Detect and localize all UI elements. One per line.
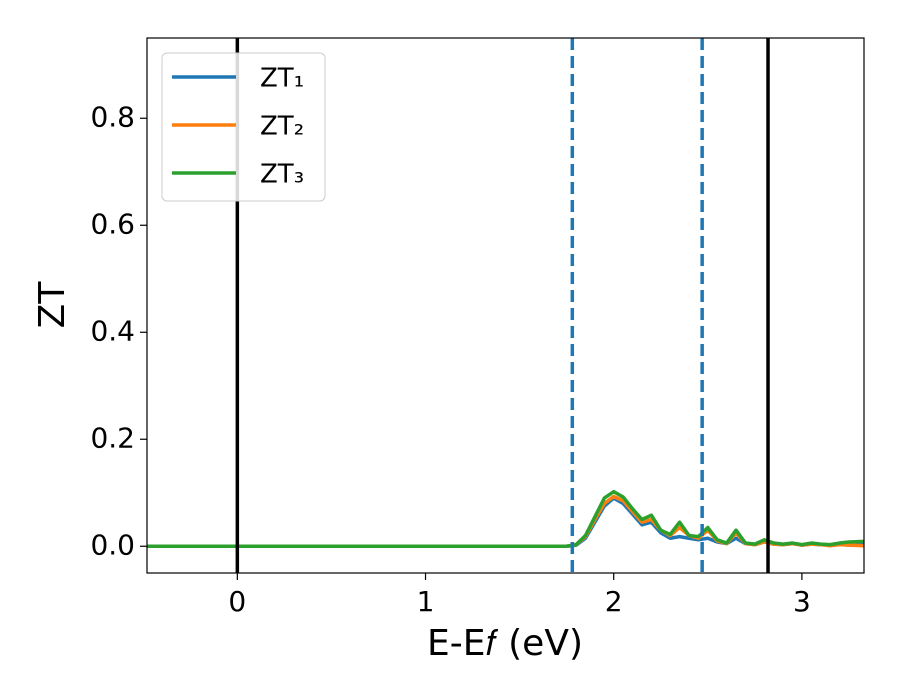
data-line bbox=[147, 489, 864, 548]
y-tick-label: 0.8 bbox=[90, 100, 135, 133]
plot-frame bbox=[146, 37, 865, 574]
y-axis-label: ZT bbox=[32, 281, 73, 329]
x-tick-label: 2 bbox=[605, 585, 623, 618]
x-tick-label: 1 bbox=[417, 585, 435, 618]
legend-label: ZT₁ bbox=[260, 64, 304, 94]
legend-box bbox=[161, 52, 326, 202]
y-tick-label: 0.0 bbox=[90, 528, 135, 561]
legend-label: ZT₃ bbox=[260, 160, 304, 190]
legend-label: ZT₂ bbox=[260, 112, 304, 142]
data-line bbox=[147, 496, 864, 548]
y-tick-label: 0.2 bbox=[90, 421, 135, 454]
y-tick-label: 0.6 bbox=[90, 207, 135, 240]
plot-area bbox=[147, 38, 864, 573]
y-tick-label: 0.4 bbox=[90, 314, 135, 347]
x-tick-label: 3 bbox=[793, 585, 811, 618]
data-line bbox=[147, 494, 864, 548]
x-axis-label: E-E𝑓 (eV) bbox=[427, 623, 583, 664]
x-tick-label: 0 bbox=[228, 585, 246, 618]
